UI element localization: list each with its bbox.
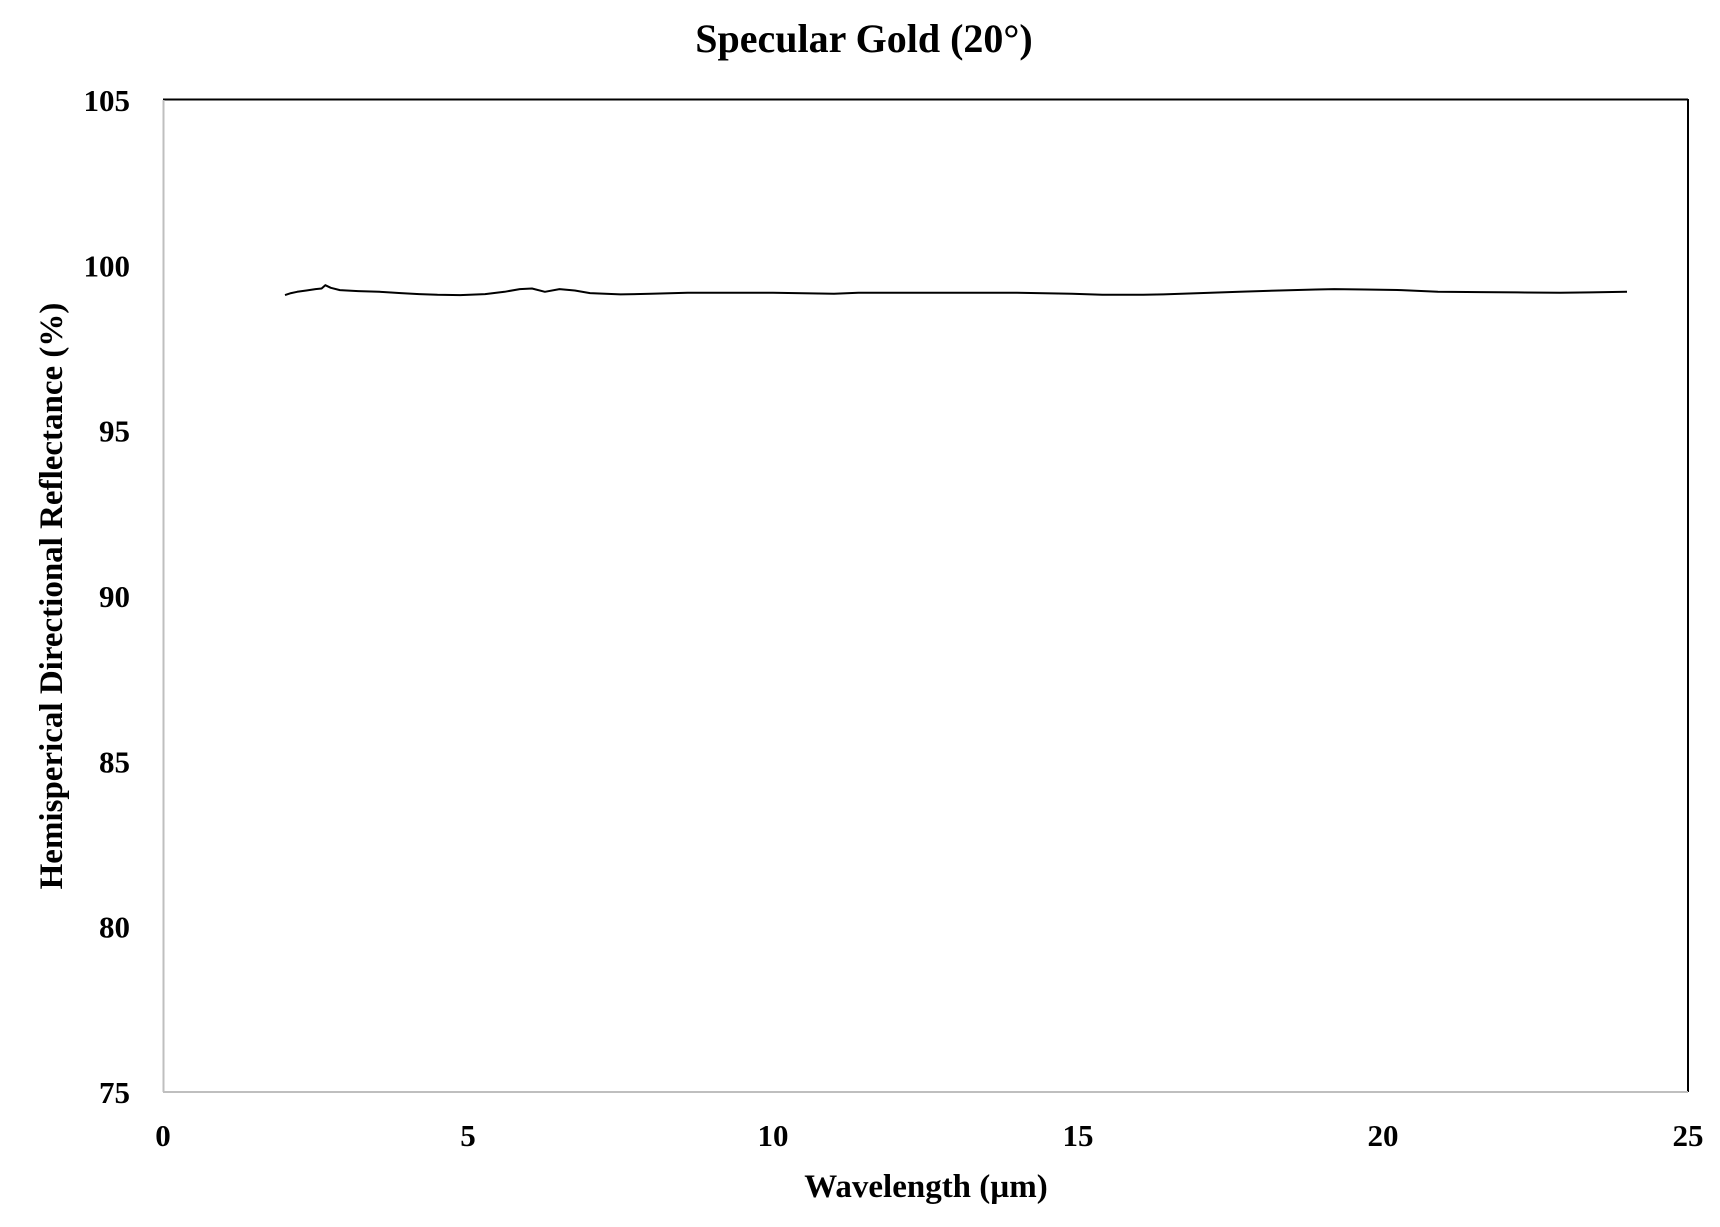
y-tick-label: 105 — [84, 83, 131, 118]
y-tick-label: 95 — [99, 414, 130, 449]
x-tick-label: 0 — [155, 1118, 171, 1153]
y-tick-label: 100 — [84, 248, 131, 283]
x-tick-labels: 0 5 10 15 20 25 — [155, 1118, 1703, 1153]
plot-frame — [162, 98, 1689, 1093]
chart-title: Specular Gold (20°) — [695, 16, 1033, 61]
x-tick-label: 20 — [1368, 1118, 1399, 1153]
x-axis-label: Wavelength (µm) — [804, 1169, 1048, 1205]
y-tick-label: 85 — [99, 744, 130, 779]
y-axis-label: Hemisperical Directional Reflectance (%) — [34, 303, 70, 890]
x-tick-label: 25 — [1673, 1118, 1704, 1153]
reflectance-line — [284, 284, 1628, 297]
x-tick-label: 10 — [758, 1118, 789, 1153]
x-tick-label: 5 — [460, 1118, 476, 1153]
x-tick-label: 15 — [1063, 1118, 1094, 1153]
y-tick-labels: 75 80 85 90 95 100 105 — [84, 83, 131, 1110]
y-tick-label: 80 — [99, 910, 130, 945]
y-tick-label: 75 — [99, 1075, 130, 1110]
y-tick-label: 90 — [99, 579, 130, 614]
